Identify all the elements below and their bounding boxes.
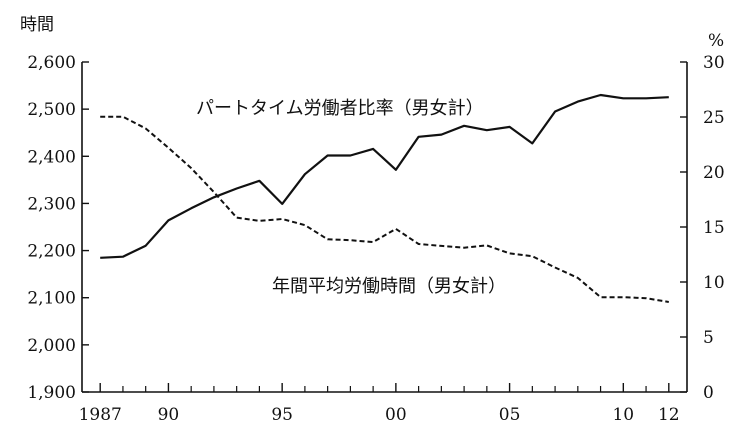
right-axis-tick-label: 30 xyxy=(703,53,725,73)
left-axis-tick-label: 2,200 xyxy=(27,242,76,262)
series-line-part-time-ratio xyxy=(100,93,669,259)
left-axis-tick-label: 2,300 xyxy=(27,194,76,214)
series-label-annual-hours: 年間平均労働時間（男女計） xyxy=(272,276,506,297)
right-axis-tick-label: 0 xyxy=(703,383,714,403)
left-axis-tick-label: 2,400 xyxy=(27,147,76,167)
axes: 1,900 2,000 2,100 2,200 2,300 2,400 2,500 2,600… xyxy=(27,53,724,425)
right-axis-tick-label: 25 xyxy=(703,108,725,128)
right-axis-tick-label: 5 xyxy=(703,328,714,348)
series-line-annual-hours xyxy=(100,115,669,303)
x-axis-tick-label: 95 xyxy=(271,405,293,425)
right-axis-tick-label: 10 xyxy=(703,273,725,293)
left-axis-tick-label: 2,000 xyxy=(27,336,76,356)
left-axis-tick-label: 2,500 xyxy=(27,100,76,120)
left-axis-tick-label: 2,100 xyxy=(27,289,76,309)
left-axis-tick-label: 2,600 xyxy=(27,53,76,73)
series-layer xyxy=(100,93,669,303)
x-axis-tick-label: 90 xyxy=(158,405,180,425)
x-axis-tick-label: 05 xyxy=(499,405,521,425)
right-axis-unit-label: % xyxy=(708,31,724,51)
x-axis-tick-label: 00 xyxy=(385,405,407,425)
x-axis-tick-label: 10 xyxy=(612,405,634,425)
right-axis-tick-label: 20 xyxy=(703,163,725,183)
right-axis-tick-label: 15 xyxy=(703,218,725,238)
x-axis-tick-label: 1987 xyxy=(79,405,122,425)
series-label-part-time-ratio: パートタイム労働者比率（男女計） xyxy=(196,98,484,119)
left-axis-unit-label: 時間 xyxy=(20,15,54,35)
x-axis-tick-label: 12 xyxy=(658,405,680,425)
labels-layer: 時間 % パートタイム労働者比率（男女計） 年間平均労働時間（男女計） xyxy=(20,15,724,297)
left-axis-tick-label: 1,900 xyxy=(27,383,76,403)
